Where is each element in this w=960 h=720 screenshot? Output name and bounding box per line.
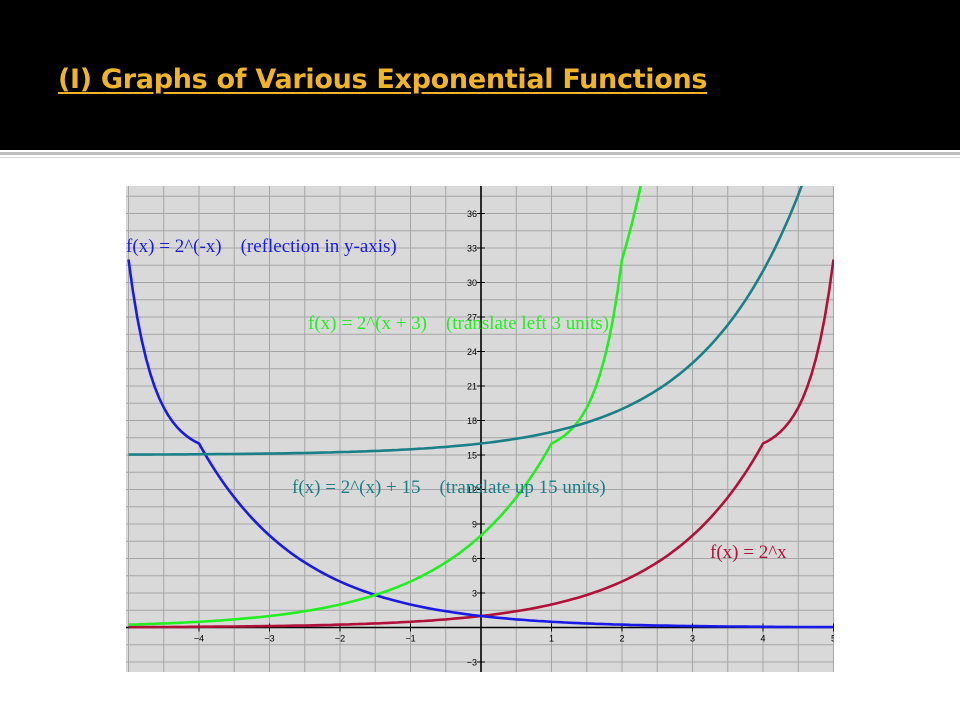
x-tick-label: 1: [549, 634, 554, 644]
y-tick-label: −3: [467, 658, 477, 668]
y-tick-label: 3: [472, 589, 477, 599]
annotation-exponential-label: f(x) = 2^x: [710, 542, 787, 563]
title-divider-thin: [0, 157, 960, 158]
plot-background: [126, 186, 834, 672]
y-tick-label: 6: [472, 554, 477, 564]
y-tick-label: 36: [467, 209, 477, 219]
annotations: f(x) = 2^(-x) (reflection in y-axis) f(x…: [126, 236, 787, 563]
x-tick-label: −4: [194, 634, 204, 644]
slide-title-bar: (I) Graphs of Various Exponential Functi…: [0, 0, 960, 150]
x-tick-label: 2: [619, 634, 624, 644]
x-tick-label: −1: [405, 634, 415, 644]
annotation-translate-left-label: f(x) = 2^(x + 3) (translate left 3 units…: [308, 313, 609, 334]
y-tick-label: 12: [467, 485, 477, 495]
y-tick-label: 9: [472, 520, 477, 530]
y-tick-label: 24: [467, 347, 477, 357]
annotation-translate-up-label: f(x) = 2^(x) + 15 (translate up 15 units…: [292, 477, 606, 498]
series-lines: [127, 186, 834, 629]
series-line-2: [128, 186, 642, 626]
x-tick-label: 3: [690, 634, 695, 644]
y-tick-label: 15: [467, 451, 477, 461]
x-tick-label: 4: [760, 634, 765, 644]
y-tick-label: 27: [467, 313, 477, 323]
slide-title: (I) Graphs of Various Exponential Functi…: [58, 64, 708, 95]
y-tick-label: 33: [467, 244, 477, 254]
x-tick-label: −3: [264, 634, 274, 644]
y-tick-label: 30: [467, 278, 477, 288]
series-line-3: [128, 186, 804, 456]
series-line-1: [127, 259, 834, 629]
y-tick-label: 18: [467, 416, 477, 426]
x-tick-label: −2: [335, 634, 345, 644]
y-tick-label: 21: [467, 382, 477, 392]
title-divider-thick: [0, 152, 960, 155]
annotation-reflection-label: f(x) = 2^(-x) (reflection in y-axis): [126, 236, 397, 257]
x-tick-label: 5: [831, 634, 834, 644]
